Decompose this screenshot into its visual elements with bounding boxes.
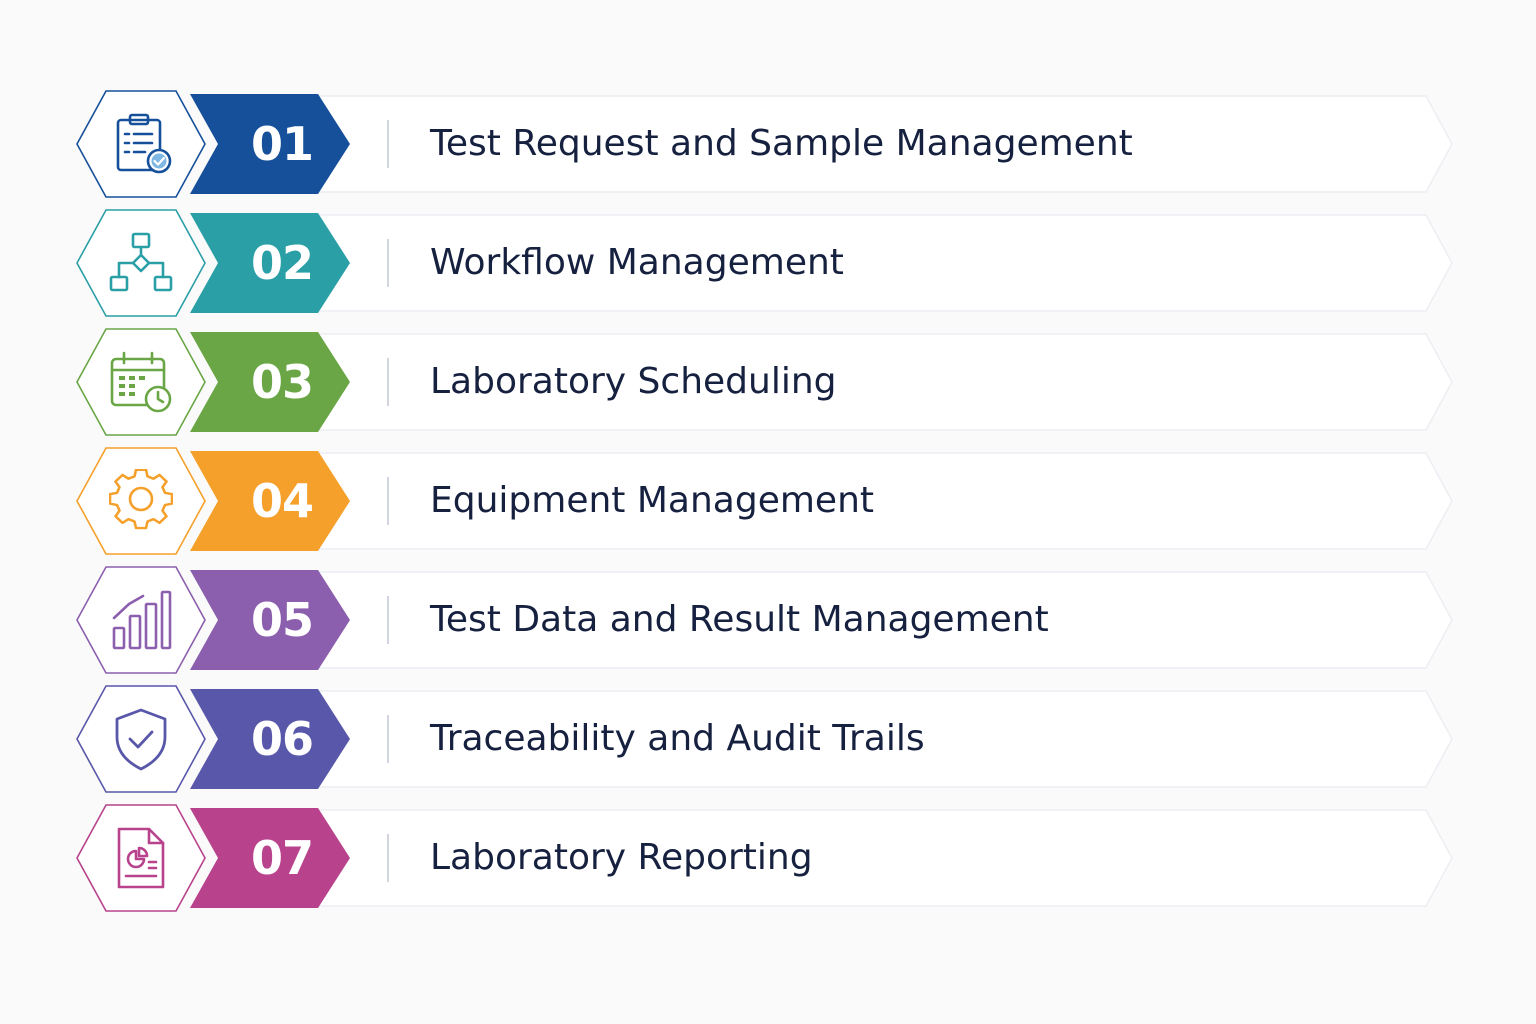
step-row: 05 Test Data and Result Management (0, 566, 1536, 674)
step-number-chevron (190, 570, 354, 670)
step-label: Test Data and Result Management (430, 599, 1049, 640)
step-label: Test Request and Sample Management (430, 123, 1133, 164)
step-number-chevron (190, 332, 354, 432)
divider (387, 715, 389, 763)
step-row: 04 Equipment Management (0, 447, 1536, 555)
step-number: 04 (250, 474, 314, 528)
divider (387, 834, 389, 882)
step-row: 01 Test Request and Sample Management (0, 90, 1536, 198)
divider (387, 120, 389, 168)
clipboard-check-icon (109, 112, 173, 176)
step-label: Workflow Management (430, 242, 844, 283)
step-number: 02 (250, 236, 314, 290)
step-number-chevron (190, 213, 354, 313)
step-label: Equipment Management (430, 480, 875, 521)
step-number: 01 (250, 117, 314, 171)
step-number-chevron (190, 808, 354, 908)
shield-check-icon (109, 707, 173, 771)
divider (387, 596, 389, 644)
step-icon-hexagon (76, 447, 206, 555)
step-icon-hexagon (76, 328, 206, 436)
workflow-diagram-icon (109, 231, 173, 295)
step-label: Traceability and Audit Trails (430, 718, 925, 759)
step-number: 03 (250, 355, 314, 409)
divider (387, 477, 389, 525)
step-number-chevron (190, 94, 354, 194)
step-row: 02 Workflow Management (0, 209, 1536, 317)
step-row: 07 Laboratory Reporting (0, 804, 1536, 912)
divider (387, 239, 389, 287)
gear-icon (109, 469, 173, 533)
step-number: 07 (250, 831, 314, 885)
step-icon-hexagon (76, 685, 206, 793)
bar-chart-icon (109, 588, 173, 652)
report-document-icon (109, 826, 173, 890)
step-number-chevron (190, 689, 354, 789)
step-label: Laboratory Scheduling (430, 361, 837, 402)
step-number: 06 (250, 712, 314, 766)
step-number: 05 (250, 593, 314, 647)
divider (387, 358, 389, 406)
step-row: 03 Laboratory Scheduling (0, 328, 1536, 436)
calendar-clock-icon (109, 350, 173, 414)
step-number-chevron (190, 451, 354, 551)
step-row: 06 Traceability and Audit Trails (0, 685, 1536, 793)
step-label: Laboratory Reporting (430, 837, 813, 878)
step-icon-hexagon (76, 209, 206, 317)
